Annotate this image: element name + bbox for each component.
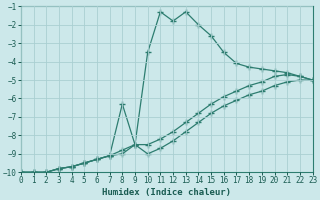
X-axis label: Humidex (Indice chaleur): Humidex (Indice chaleur) [102, 188, 231, 197]
